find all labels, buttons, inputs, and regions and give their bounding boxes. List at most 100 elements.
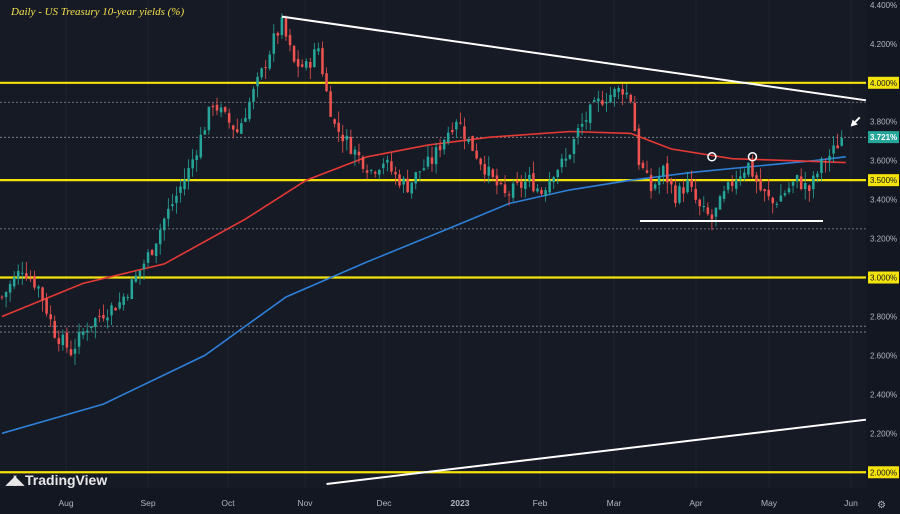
candle <box>653 184 657 189</box>
last-price-tag <box>868 131 899 144</box>
candle <box>223 107 227 112</box>
candle <box>511 183 515 198</box>
candle <box>808 185 811 191</box>
candle <box>21 272 24 274</box>
candle <box>641 162 645 168</box>
candle <box>621 89 624 95</box>
candle <box>519 181 523 188</box>
candle <box>353 149 357 155</box>
candles <box>0 13 843 365</box>
candle <box>820 158 823 174</box>
candle <box>791 181 795 186</box>
candle <box>491 169 495 177</box>
candle <box>341 134 345 142</box>
candle <box>382 163 385 169</box>
candle <box>329 91 332 117</box>
candle <box>759 179 762 191</box>
candle <box>171 204 174 207</box>
candle <box>203 130 207 135</box>
candle <box>682 187 685 194</box>
y-tick-label: 2.400% <box>870 390 897 399</box>
candle <box>799 176 803 190</box>
candle <box>345 135 349 140</box>
candle <box>438 145 442 151</box>
candle <box>53 320 56 338</box>
candle <box>540 189 543 195</box>
candle <box>812 175 815 190</box>
y-tick-label: 3.500% <box>870 176 897 185</box>
candle <box>730 181 734 187</box>
candle <box>722 191 726 199</box>
tradingview-logo[interactable]: ◢◣ TradingView <box>6 472 107 488</box>
candle <box>775 203 779 205</box>
candle <box>114 307 117 311</box>
candle <box>268 54 271 69</box>
candle <box>37 286 40 289</box>
trendline-down <box>281 15 867 102</box>
y-tick-label: 3.400% <box>870 196 897 205</box>
candle <box>4 292 8 298</box>
candle <box>191 159 194 169</box>
candle <box>25 273 28 279</box>
candle <box>678 186 681 203</box>
x-tick-label: Feb <box>533 498 548 508</box>
candle <box>532 173 535 192</box>
candle <box>296 59 300 67</box>
x-axis-band <box>0 488 866 514</box>
settings-icon[interactable]: ⚙ <box>877 500 886 511</box>
candle <box>304 61 308 68</box>
candle <box>77 332 81 347</box>
y-axis: 4.400% 4.200% 4.000% 3.800% 3.600% 3.500% 3.40… <box>868 1 899 479</box>
candle <box>588 104 592 123</box>
y-tick-label: 4.200% <box>870 40 897 49</box>
candle <box>694 188 697 200</box>
y-tick-label: 3.800% <box>870 118 897 127</box>
candle <box>248 101 251 120</box>
candle <box>313 49 316 68</box>
candle <box>840 137 843 146</box>
candle <box>718 196 722 210</box>
candle <box>442 139 446 150</box>
candle <box>292 45 296 62</box>
candle <box>755 175 758 182</box>
candle <box>434 147 438 165</box>
candle <box>418 171 422 173</box>
candle <box>576 128 580 137</box>
candle <box>771 197 775 204</box>
candle <box>276 32 280 36</box>
last-price-label: 3.721% <box>870 133 897 142</box>
candle <box>126 296 130 298</box>
candle <box>0 296 4 298</box>
candle <box>406 178 409 193</box>
candle <box>118 302 121 309</box>
candle <box>524 181 527 189</box>
candle <box>629 94 633 102</box>
x-tick-label: Mar <box>607 498 622 508</box>
y-tick-label: 3.600% <box>870 157 897 166</box>
candle <box>836 145 839 149</box>
candle <box>138 270 142 277</box>
candle <box>503 184 507 194</box>
candle <box>751 160 754 177</box>
candle <box>57 338 61 344</box>
candle <box>256 76 259 87</box>
candle <box>560 158 564 168</box>
candle <box>455 121 458 130</box>
candle <box>528 174 531 181</box>
candle <box>102 314 105 319</box>
candle <box>187 168 190 181</box>
candle <box>378 169 381 175</box>
candle <box>106 317 109 321</box>
candle <box>260 68 263 78</box>
annotations <box>707 116 861 162</box>
candle <box>690 179 693 187</box>
candle <box>657 176 661 186</box>
y-tick-label: 2.200% <box>870 429 897 438</box>
candle <box>674 185 677 204</box>
candle <box>698 199 701 207</box>
candle <box>487 166 491 176</box>
candle <box>321 48 324 75</box>
y-tick-label: 2.000% <box>870 468 897 477</box>
level-price-tag <box>868 76 899 89</box>
